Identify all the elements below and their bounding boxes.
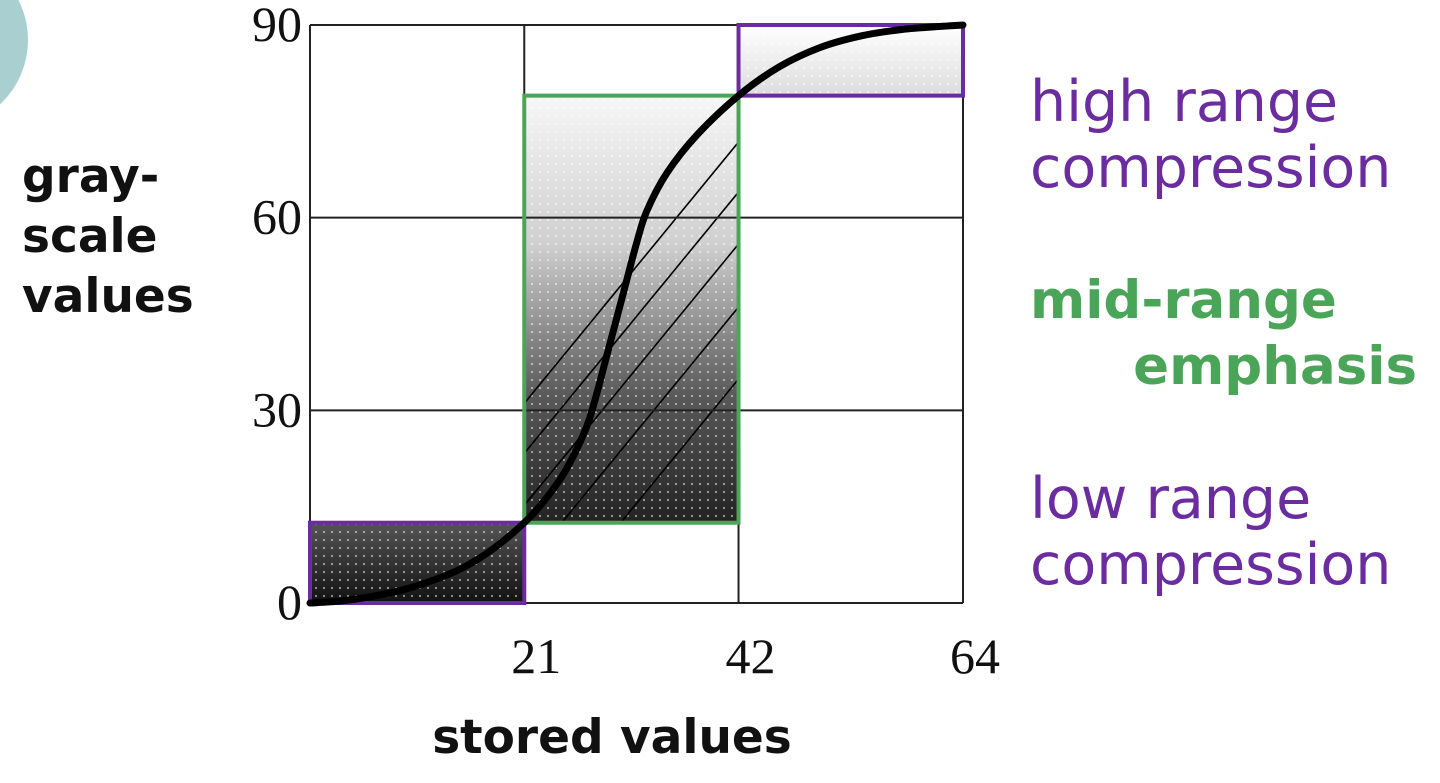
y-tick-label: 0	[277, 574, 302, 630]
region-mid-texture	[524, 95, 739, 523]
y-tick-label: 90	[252, 0, 302, 52]
grid	[308, 23, 965, 606]
annotation-low-line-1: low range	[1030, 466, 1311, 532]
region-low-texture	[310, 522, 525, 603]
region-mid-outline	[522, 93, 741, 525]
annotation-high-line-2: compression	[1030, 135, 1391, 201]
x-tick-label: 64	[950, 628, 1000, 684]
y-axis-title-line-1: gray-	[22, 149, 159, 204]
y-axis-title-line-3: values	[22, 269, 194, 324]
annotation-low-range: low range compression	[1030, 466, 1391, 598]
y-axis-title-line-2: scale	[22, 209, 158, 264]
annotation-low-line-2: compression	[1030, 532, 1391, 598]
y-tick-label: 30	[252, 381, 302, 437]
hatch-line	[560, 306, 739, 523]
curve-layer	[306, 21, 967, 607]
y-axis-title: gray- scale values	[22, 149, 194, 324]
annotation-high-range: high range compression	[1030, 69, 1391, 201]
series-curve	[306, 21, 967, 607]
hatch-line	[524, 191, 739, 455]
x-tick-label: 21	[511, 628, 561, 684]
annotation-mid-range: mid-range emphasis	[1030, 270, 1417, 397]
annotation-mid-line-2: emphasis	[1133, 336, 1417, 397]
decorative-circle	[0, 0, 28, 105]
region-high-outline	[736, 23, 965, 98]
tick-labels: 0 30 60 90 21 42 64	[252, 0, 1000, 684]
annotation-mid-line-1: mid-range	[1030, 270, 1337, 331]
x-tick-label: 42	[726, 628, 776, 684]
y-tick-label: 60	[252, 189, 302, 245]
regions-layer	[310, 25, 963, 603]
annotation-high-line-1: high range	[1030, 69, 1338, 135]
region-low-outline	[308, 520, 527, 606]
hatch-line	[619, 378, 739, 523]
hatch-line	[524, 243, 739, 507]
x-axis-title: stored values	[432, 710, 792, 765]
